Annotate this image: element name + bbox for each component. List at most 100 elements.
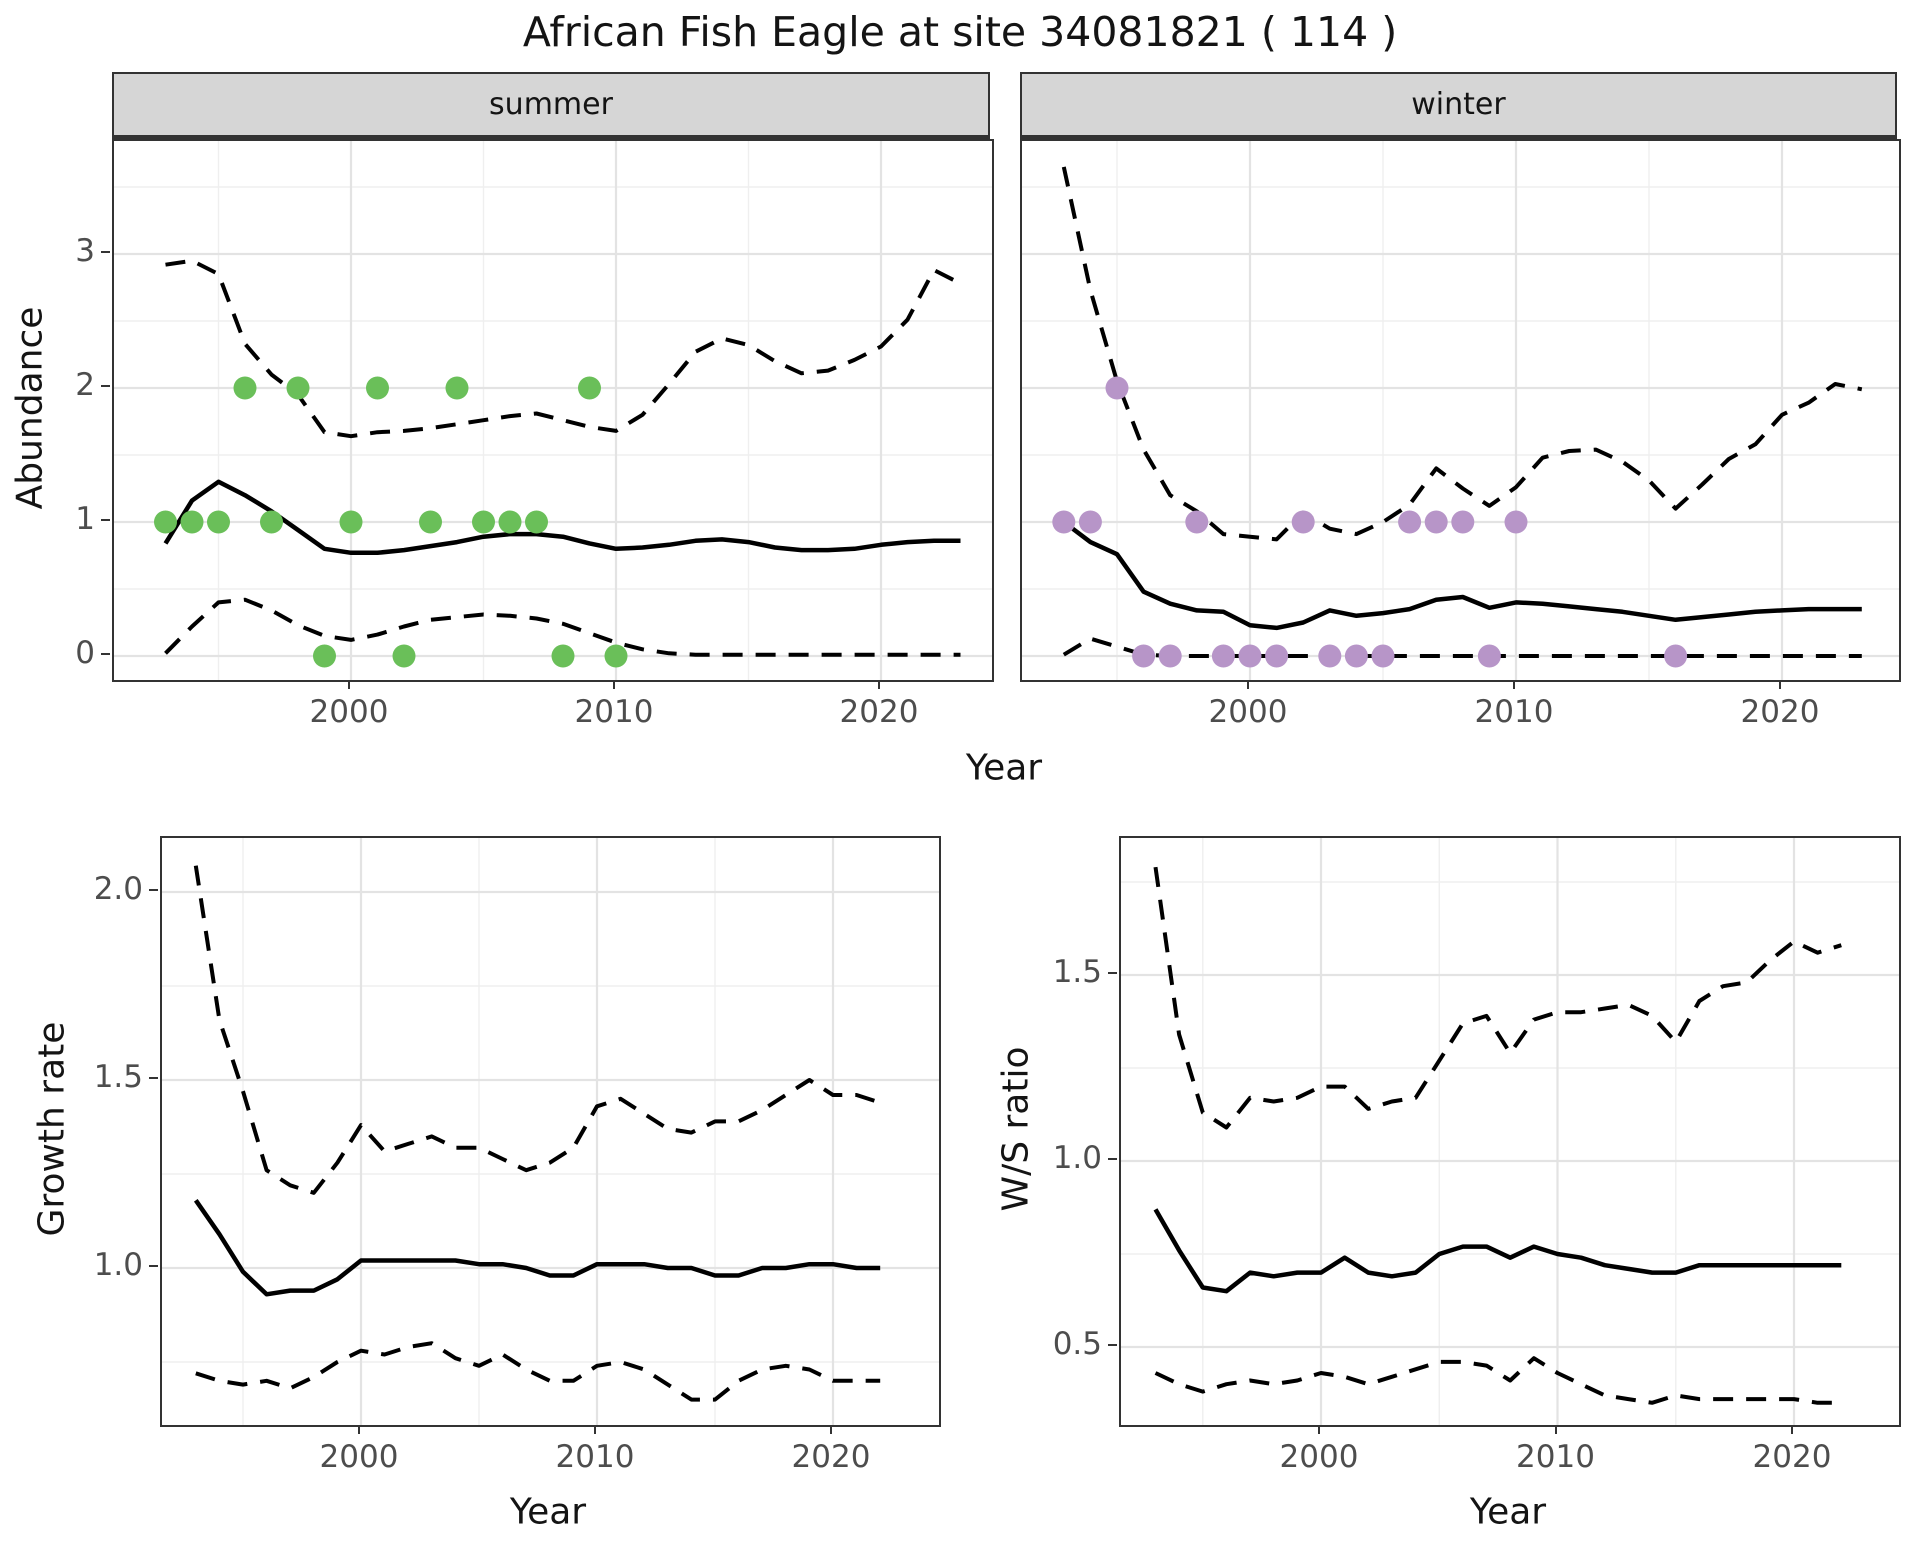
data-point-winter — [1105, 376, 1129, 400]
panel-winter — [1020, 139, 1901, 682]
data-point-winter — [1344, 644, 1368, 668]
data-point-summer — [392, 644, 416, 668]
x-tick-label: 2000 — [309, 694, 389, 730]
y-tick-label: 2.0 — [93, 871, 143, 907]
data-point-summer — [551, 644, 575, 668]
x-tick-mark — [613, 680, 615, 689]
data-point-winter — [1504, 510, 1528, 534]
data-point-winter — [1238, 644, 1262, 668]
y-tick-mark — [101, 519, 110, 521]
y-tick-label: 1.5 — [1052, 954, 1102, 990]
y-tick-mark — [1108, 1344, 1117, 1346]
data-point-winter — [1424, 510, 1448, 534]
data-point-summer — [207, 510, 230, 534]
y-tick-mark — [149, 1077, 158, 1079]
x-tick-mark — [1779, 680, 1781, 689]
y-tick-mark — [1108, 1158, 1117, 1160]
series-line-model-fit — [1153, 1208, 1842, 1294]
x-tick-label: 2010 — [1474, 694, 1554, 730]
facet-strip-summer-label: summer — [489, 87, 613, 122]
series-line-model-fit — [163, 479, 961, 556]
data-point-summer — [286, 376, 310, 400]
x-tick-label: 2000 — [319, 1439, 399, 1475]
data-point-winter — [1211, 644, 1235, 668]
x-tick-mark — [1318, 1425, 1320, 1434]
panel-summer — [112, 139, 994, 682]
data-point-winter — [1291, 510, 1315, 534]
y-tick-mark — [101, 251, 110, 253]
x-tick-label: 2010 — [555, 1439, 635, 1475]
data-point-winter — [1318, 644, 1342, 668]
series-line-lower-95-ci — [195, 1341, 881, 1402]
x-tick-mark — [878, 680, 880, 689]
y-axis-title-abundance: Abundance — [9, 306, 51, 510]
series-line-lower-95-ci — [1154, 1356, 1842, 1405]
data-point-summer — [366, 376, 389, 400]
y-tick-label: 2 — [75, 367, 95, 403]
facet-strip-winter: winter — [1020, 72, 1897, 139]
data-point-summer — [578, 376, 601, 400]
plot-area-summer — [114, 141, 992, 680]
x-tick-mark — [830, 1425, 832, 1434]
chart-title: African Fish Eagle at site 34081821 ( 11… — [522, 8, 1398, 56]
series-line-upper-95-ci — [165, 258, 962, 439]
data-point-winter — [1078, 510, 1102, 534]
x-axis-title-year-bottom-left: Year — [509, 1491, 587, 1533]
data-point-winter — [1371, 644, 1395, 668]
x-tick-label: 2020 — [839, 694, 919, 730]
data-point-summer — [339, 510, 363, 534]
data-point-winter — [1265, 644, 1289, 668]
data-point-winter — [1477, 644, 1501, 668]
x-tick-mark — [594, 1425, 596, 1434]
x-axis-title-year-top: Year — [965, 747, 1043, 789]
data-point-winter — [1185, 510, 1209, 534]
plot-area-winter — [1022, 141, 1899, 680]
x-tick-mark — [348, 680, 350, 689]
series-line-lower-95-ci — [164, 597, 961, 657]
x-tick-label: 2010 — [574, 694, 654, 730]
x-tick-label: 2020 — [1740, 694, 1820, 730]
y-tick-label: 1 — [75, 501, 95, 537]
y-tick-label: 0.5 — [1052, 1326, 1102, 1362]
y-tick-label: 1.0 — [93, 1247, 143, 1283]
data-point-summer — [154, 510, 177, 534]
x-tick-mark — [1247, 680, 1249, 689]
panel-ws — [1119, 836, 1901, 1427]
series-line-upper-95-ci — [1153, 866, 1842, 1130]
data-point-summer — [604, 644, 628, 668]
y-tick-label: 1.5 — [93, 1059, 143, 1095]
x-tick-mark — [358, 1425, 360, 1434]
y-tick-label: 0 — [75, 635, 95, 671]
data-point-winter — [1052, 510, 1076, 534]
facet-strip-summer: summer — [112, 72, 990, 139]
x-tick-label: 2020 — [1752, 1439, 1832, 1475]
y-tick-mark — [149, 1265, 158, 1267]
data-point-summer — [498, 510, 522, 534]
y-tick-label: 3 — [75, 233, 95, 269]
plot-area-growth — [162, 838, 939, 1425]
x-tick-mark — [1513, 680, 1515, 689]
x-tick-label: 2010 — [1516, 1439, 1595, 1475]
series-line-model-fit — [1062, 520, 1862, 631]
data-point-winter — [1451, 510, 1475, 534]
data-point-summer — [313, 644, 336, 668]
x-tick-label: 2020 — [791, 1439, 871, 1475]
y-tick-mark — [101, 653, 110, 655]
series-line-upper-95-ci — [193, 865, 881, 1195]
series-line-model-fit — [193, 1199, 881, 1297]
y-axis-title-growth-rate: Growth rate — [31, 1021, 73, 1237]
panel-growth — [160, 836, 941, 1427]
x-tick-mark — [1554, 1425, 1557, 1434]
y-tick-mark — [101, 385, 110, 387]
data-point-winter — [1132, 644, 1156, 668]
data-point-summer — [180, 510, 204, 534]
y-tick-mark — [1108, 972, 1117, 974]
x-axis-title-year-bottom-right: Year — [1469, 1491, 1547, 1533]
data-point-summer — [233, 376, 257, 400]
data-point-summer — [472, 510, 495, 534]
series-line-upper-95-ci — [1061, 166, 1863, 542]
data-point-summer — [525, 510, 548, 534]
data-point-winter — [1664, 644, 1688, 668]
facet-strip-winter-label: winter — [1411, 87, 1506, 122]
